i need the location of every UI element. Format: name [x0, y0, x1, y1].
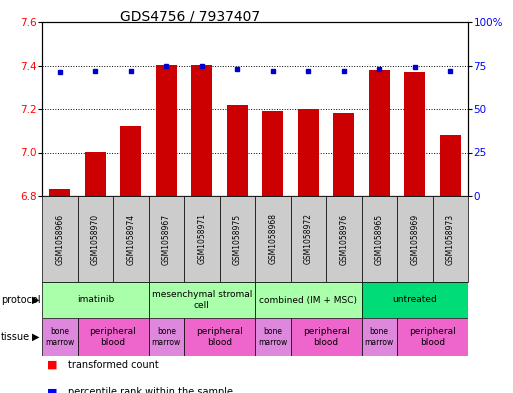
Text: peripheral
blood: peripheral blood — [196, 327, 243, 347]
Text: GSM1058966: GSM1058966 — [55, 213, 64, 264]
Bar — [49, 189, 70, 196]
Text: GSM1058975: GSM1058975 — [233, 213, 242, 264]
Bar — [255, 196, 290, 282]
Bar — [298, 109, 319, 196]
Bar — [42, 318, 77, 356]
Bar — [77, 318, 148, 356]
Bar — [362, 318, 397, 356]
Bar — [262, 111, 283, 196]
Bar — [155, 66, 177, 196]
Bar — [326, 196, 362, 282]
Bar — [42, 282, 148, 318]
Text: bone
marrow: bone marrow — [258, 327, 287, 347]
Text: imatinib: imatinib — [76, 296, 114, 305]
Text: GSM1058967: GSM1058967 — [162, 213, 171, 264]
Text: GSM1058971: GSM1058971 — [198, 213, 206, 264]
Text: GSM1058965: GSM1058965 — [375, 213, 384, 264]
Bar — [227, 105, 248, 196]
Text: peripheral
blood: peripheral blood — [303, 327, 349, 347]
Bar — [255, 318, 290, 356]
Bar — [148, 196, 184, 282]
Bar — [404, 72, 425, 196]
Text: tissue: tissue — [1, 332, 30, 342]
Bar — [333, 113, 354, 196]
Text: GSM1058973: GSM1058973 — [446, 213, 455, 264]
Text: bone
marrow: bone marrow — [152, 327, 181, 347]
Bar — [397, 196, 432, 282]
Text: ▶: ▶ — [32, 332, 40, 342]
Text: combined (IM + MSC): combined (IM + MSC) — [259, 296, 357, 305]
Text: bone
marrow: bone marrow — [45, 327, 74, 347]
Text: ▶: ▶ — [32, 295, 40, 305]
Text: percentile rank within the sample: percentile rank within the sample — [68, 387, 233, 393]
Text: GSM1058974: GSM1058974 — [126, 213, 135, 264]
Bar — [432, 196, 468, 282]
Text: peripheral
blood: peripheral blood — [409, 327, 456, 347]
Bar — [440, 135, 461, 196]
Bar — [85, 152, 106, 196]
Bar — [369, 70, 390, 196]
Bar — [120, 127, 142, 196]
Text: GSM1058976: GSM1058976 — [339, 213, 348, 264]
Text: bone
marrow: bone marrow — [365, 327, 394, 347]
Bar — [220, 196, 255, 282]
Text: mesenchymal stromal
cell: mesenchymal stromal cell — [151, 290, 252, 310]
Bar — [148, 282, 255, 318]
Text: transformed count: transformed count — [68, 360, 159, 370]
Text: GSM1058972: GSM1058972 — [304, 213, 313, 264]
Bar — [362, 196, 397, 282]
Bar — [290, 318, 362, 356]
Text: ■: ■ — [47, 387, 57, 393]
Bar — [113, 196, 148, 282]
Bar — [397, 318, 468, 356]
Bar — [42, 196, 77, 282]
Text: peripheral
blood: peripheral blood — [90, 327, 136, 347]
Text: GSM1058968: GSM1058968 — [268, 213, 277, 264]
Bar — [184, 318, 255, 356]
Bar — [290, 196, 326, 282]
Bar — [77, 196, 113, 282]
Text: GDS4756 / 7937407: GDS4756 / 7937407 — [120, 10, 260, 24]
Bar — [255, 282, 362, 318]
Text: GSM1058969: GSM1058969 — [410, 213, 419, 264]
Bar — [148, 318, 184, 356]
Bar — [191, 66, 212, 196]
Text: untreated: untreated — [392, 296, 437, 305]
Bar — [362, 282, 468, 318]
Text: protocol: protocol — [1, 295, 41, 305]
Bar — [184, 196, 220, 282]
Text: GSM1058970: GSM1058970 — [91, 213, 100, 264]
Text: ■: ■ — [47, 360, 57, 370]
